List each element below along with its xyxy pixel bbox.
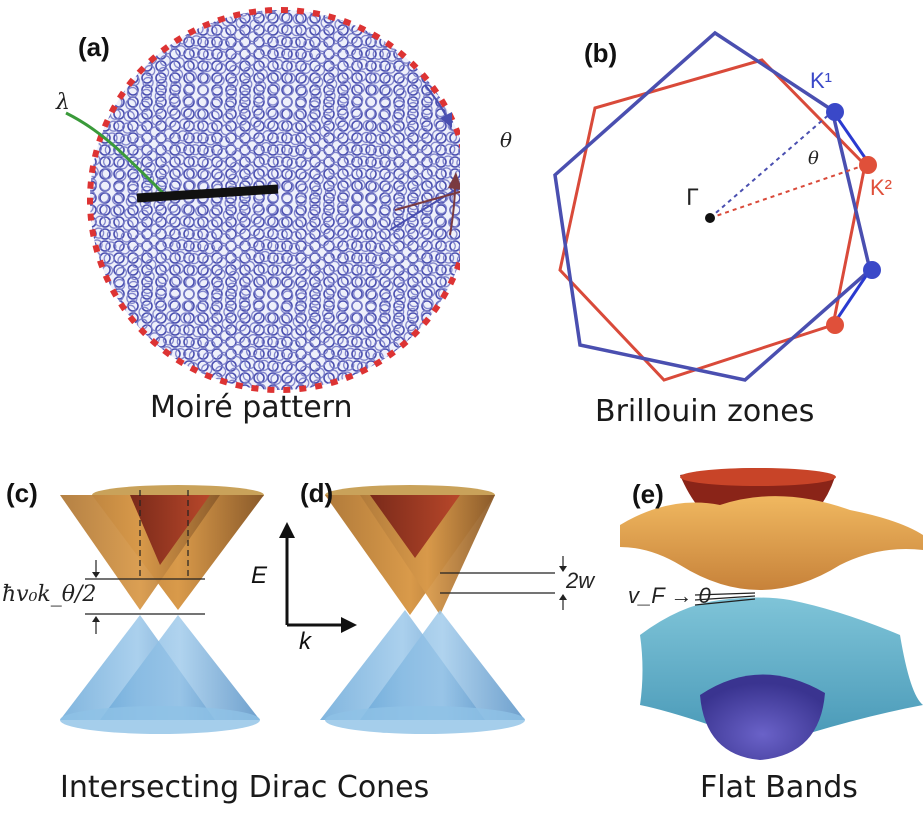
gamma-label: Γ: [686, 186, 699, 211]
ek-axes-svg: [279, 522, 357, 633]
ek-axes: E k: [251, 520, 365, 655]
vf-line-1: [694, 592, 756, 596]
vf-label: v_F → 0: [628, 583, 711, 608]
panel-e: (e) v_F → 0 Flat Bands: [610, 465, 923, 805]
theta-arrowhead-bottom: [448, 172, 462, 190]
cone-c-arrowhead-up: [92, 616, 100, 622]
k2-label: K²: [870, 175, 892, 200]
cone-c-arrowhead-down: [92, 572, 100, 578]
vf-line-2: [694, 595, 756, 601]
cone-c-bottom-rim: [60, 706, 260, 734]
e-axis-arrowhead: [279, 522, 295, 538]
brillouin-caption: Brillouin zones: [595, 394, 815, 429]
gamma-k1-line: [709, 111, 833, 219]
cone-d-bottom-rim: [325, 706, 525, 734]
panel-a-tag: (a): [78, 32, 110, 62]
panel-c-tag: (c): [6, 478, 38, 508]
cone-d-arrowhead-up: [559, 594, 567, 600]
blue-edge-highlight-2: [831, 269, 872, 326]
cone-d-w-label: 2w: [566, 568, 595, 593]
moire-lattice: [90, 10, 470, 390]
cone-d-upper-inner: [370, 495, 460, 558]
k1-point: [826, 103, 844, 121]
panel-d-tag: (d): [300, 478, 334, 508]
cone-d-arrowhead-down: [559, 566, 567, 572]
k2-point: [859, 156, 877, 174]
dirac-cones-c: [60, 485, 264, 734]
moire-caption: Moiré pattern: [150, 390, 353, 425]
panel-b: (b) Γ θ K¹ K² Brillouin zones: [540, 0, 923, 440]
cone-c-lower-right: [100, 615, 260, 720]
vf-line-3: [694, 598, 756, 606]
panel-d: (d) 2w: [280, 470, 610, 740]
flat-band-top-rim: [680, 468, 836, 486]
dirac-cones-d: [320, 485, 567, 734]
k-axis-arrowhead: [341, 617, 357, 633]
k1-label: K¹: [810, 68, 832, 93]
flat-band-bottom-dome: [700, 674, 825, 760]
lambda-label: λ: [56, 90, 70, 115]
k2-point-2: [826, 316, 844, 334]
brillouin-figure: [553, 30, 881, 382]
panel-b-tag: (b): [584, 38, 618, 68]
flat-bands-svg: [620, 467, 923, 760]
flat-bands-caption: Flat Bands: [700, 770, 858, 805]
k1-point-2: [863, 261, 881, 279]
panel-a: (a) λ θ Moiré pattern: [0, 0, 521, 440]
moire-figure: [65, 7, 521, 393]
k-axis-label: k: [299, 628, 311, 655]
panel-e-tag: (e): [632, 479, 664, 509]
cone-c-upper-inner: [130, 495, 210, 565]
dirac-caption: Intersecting Dirac Cones: [60, 770, 430, 805]
cone-c-gap-label: ħv₀k_θ/2: [2, 582, 97, 607]
panel-c: (c) ħv₀k_θ/2: [0, 470, 280, 740]
gamma-point: [705, 213, 715, 223]
cone-d-lower-right: [360, 610, 525, 720]
lambda-pointer: [65, 111, 167, 197]
gamma-k2-line: [709, 164, 866, 219]
theta-arrowhead-top: [440, 112, 452, 128]
theta-label-b: θ: [808, 148, 819, 169]
theta-label-a: θ: [500, 128, 513, 152]
e-axis-label: E: [251, 562, 268, 589]
moire-period-bar: [136, 184, 279, 203]
flat-band-upper: [620, 496, 923, 590]
